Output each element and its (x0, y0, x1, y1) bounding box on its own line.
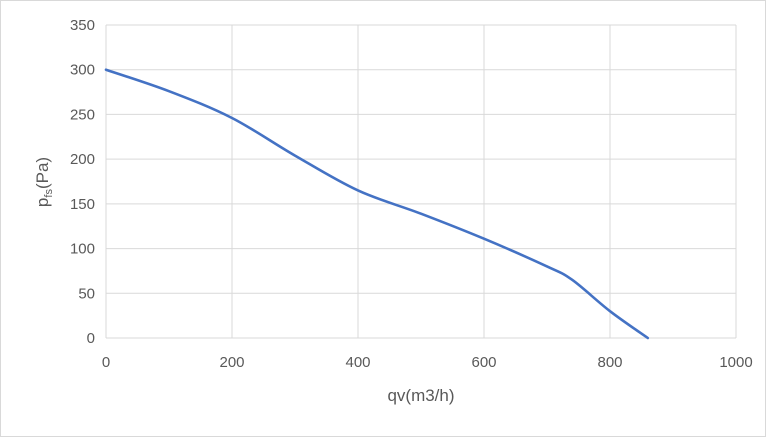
x-axis-title: qv(m3/h) (387, 386, 454, 405)
y-tick-label: 50 (78, 285, 95, 302)
y-tick-label: 0 (87, 330, 95, 347)
x-tick-labels: 0 200 400 600 800 1000 (102, 354, 753, 371)
x-tick-label: 800 (597, 354, 622, 371)
y-axis-title-rest: (Pa) (33, 157, 52, 189)
y-tick-label: 250 (70, 106, 95, 123)
x-tick-label: 1000 (719, 354, 752, 371)
x-tick-label: 0 (102, 354, 110, 371)
x-tick-label: 400 (345, 354, 370, 371)
y-tick-label: 350 (70, 17, 95, 34)
y-tick-label: 300 (70, 62, 95, 79)
y-axis-title-base: p (33, 198, 52, 207)
gridlines (105, 24, 737, 339)
y-axis-title: pfs(Pa) (33, 157, 55, 207)
y-tick-label: 200 (70, 151, 95, 168)
series-line-0 (104, 68, 650, 340)
y-tick-label: 100 (70, 241, 95, 258)
x-tick-label: 600 (471, 354, 496, 371)
y-tick-labels: 0 50 100 150 200 250 300 350 (70, 17, 95, 347)
x-tick-label: 200 (219, 354, 244, 371)
y-axis-title-subscript: fs (43, 189, 55, 198)
series-layer (104, 68, 650, 340)
y-tick-label: 150 (70, 196, 95, 213)
